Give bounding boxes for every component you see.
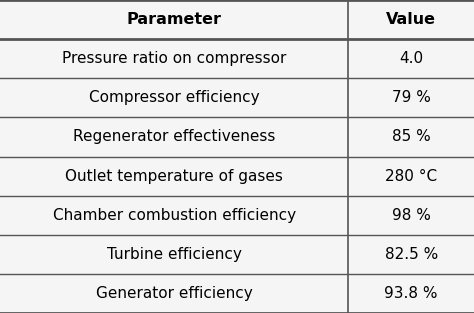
Text: Turbine efficiency: Turbine efficiency	[107, 247, 242, 262]
Text: 93.8 %: 93.8 %	[384, 286, 438, 301]
Text: 280 °C: 280 °C	[385, 169, 437, 183]
Text: Parameter: Parameter	[127, 12, 222, 27]
Text: 4.0: 4.0	[399, 51, 423, 66]
Text: Pressure ratio on compressor: Pressure ratio on compressor	[62, 51, 286, 66]
Text: 85 %: 85 %	[392, 130, 430, 144]
Text: Outlet temperature of gases: Outlet temperature of gases	[65, 169, 283, 183]
Text: Chamber combustion efficiency: Chamber combustion efficiency	[53, 208, 296, 223]
Text: 79 %: 79 %	[392, 90, 431, 105]
Text: Regenerator effectiveness: Regenerator effectiveness	[73, 130, 275, 144]
Text: Generator efficiency: Generator efficiency	[96, 286, 253, 301]
Text: Compressor efficiency: Compressor efficiency	[89, 90, 259, 105]
Text: Value: Value	[386, 12, 436, 27]
Text: 82.5 %: 82.5 %	[384, 247, 438, 262]
Text: 98 %: 98 %	[392, 208, 431, 223]
